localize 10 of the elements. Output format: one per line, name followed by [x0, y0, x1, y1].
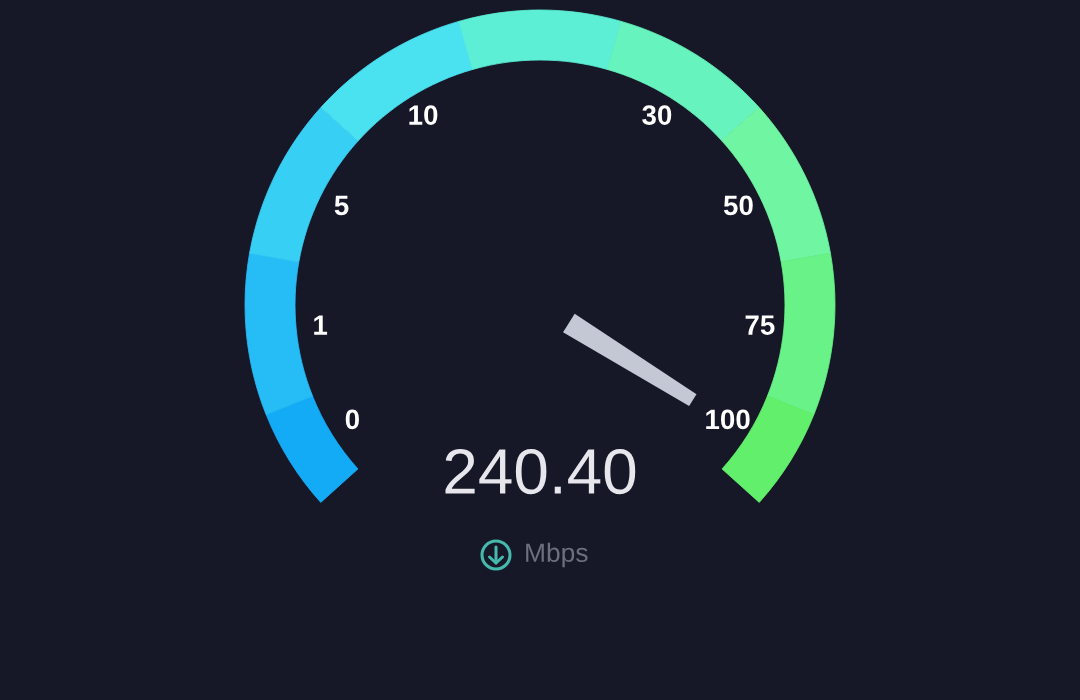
- slice-label: 30: [642, 105, 672, 125]
- slice-label: 10: [409, 105, 438, 125]
- slice-label: 50: [723, 195, 753, 216]
- text: 240.40: [445, 448, 636, 495]
- slice-label: 0: [345, 409, 359, 430]
- slice-label: 1: [314, 315, 328, 335]
- slice-label: 100: [706, 409, 750, 430]
- text: Mbps: [526, 542, 588, 568]
- slice-label: 5: [334, 195, 349, 216]
- slice-label: 75: [745, 315, 775, 335]
